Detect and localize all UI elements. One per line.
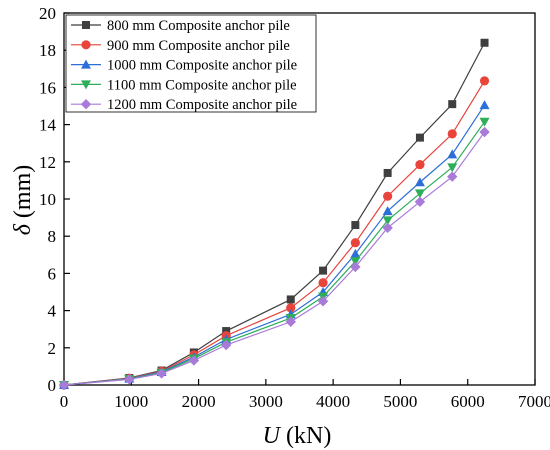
data-point-circle bbox=[479, 76, 490, 86]
y-tick-label: 14 bbox=[39, 116, 57, 135]
data-point-triangle-up bbox=[479, 100, 490, 110]
legend-item-1: 800 mm Composite anchor pile bbox=[71, 18, 290, 34]
series-layer bbox=[58, 38, 490, 391]
data-point-diamond bbox=[124, 374, 135, 385]
legend-label: 1100 mm Composite anchor pile bbox=[107, 77, 297, 93]
y-axis-label: δ (mm) bbox=[10, 165, 36, 235]
data-point-triangle-down bbox=[447, 163, 458, 173]
data-point-circle bbox=[383, 191, 393, 201]
data-point-diamond bbox=[479, 126, 490, 138]
legend-label: 800 mm Composite anchor pile bbox=[107, 18, 290, 34]
data-point-triangle-down bbox=[81, 80, 91, 90]
legend: 800 mm Composite anchor pile 900 mm Compo… bbox=[65, 14, 317, 113]
legend-label: 900 mm Composite anchor pile bbox=[107, 38, 290, 54]
data-point-square bbox=[448, 100, 457, 109]
data-point-square bbox=[319, 266, 328, 275]
y-axis-unit: (mm) bbox=[10, 165, 36, 224]
data-point-diamond bbox=[285, 316, 296, 327]
data-point-square bbox=[480, 38, 489, 47]
data-point-diamond bbox=[382, 222, 393, 234]
y-tick-label: 12 bbox=[39, 153, 56, 172]
legend-label: 1200 mm Composite anchor pile bbox=[107, 97, 297, 113]
data-point-triangle-down bbox=[479, 117, 490, 127]
y-tick-label: 20 bbox=[39, 4, 56, 23]
data-point-diamond bbox=[317, 296, 329, 307]
y-axis-var: δ bbox=[10, 223, 36, 235]
data-point-diamond bbox=[350, 261, 361, 273]
y-tick-label: 10 bbox=[39, 190, 56, 209]
data-point-square bbox=[383, 168, 392, 177]
data-point-circle bbox=[318, 278, 328, 288]
x-axis-label: U (kN) bbox=[263, 423, 332, 449]
series-4 bbox=[59, 117, 490, 390]
data-point-diamond bbox=[58, 379, 70, 391]
data-point-circle bbox=[447, 129, 457, 139]
data-point-diamond bbox=[447, 171, 458, 182]
data-point-circle bbox=[81, 40, 91, 50]
y-tick-label: 0 bbox=[48, 376, 57, 395]
x-tick-label: 6000 bbox=[451, 392, 485, 411]
data-point-triangle-up bbox=[81, 59, 91, 69]
x-tick-label: 4000 bbox=[316, 392, 350, 411]
series-line bbox=[63, 42, 486, 386]
data-point-circle bbox=[350, 238, 360, 248]
data-point-square bbox=[415, 133, 424, 142]
data-point-triangle-up bbox=[382, 206, 393, 216]
series-5 bbox=[58, 126, 490, 391]
x-tick-label: 3000 bbox=[249, 392, 283, 411]
data-point-diamond bbox=[188, 355, 200, 366]
y-tick-label: 4 bbox=[48, 302, 57, 321]
x-axis-unit: (kN) bbox=[280, 423, 331, 449]
data-point-square bbox=[351, 221, 360, 230]
y-tick-label: 16 bbox=[39, 78, 56, 97]
data-point-circle bbox=[286, 303, 296, 313]
series-3 bbox=[59, 100, 490, 389]
x-tick-label: 1000 bbox=[114, 392, 148, 411]
legend-item-2: 900 mm Composite anchor pile bbox=[71, 38, 290, 54]
x-axis-var: U bbox=[263, 423, 282, 449]
data-point-triangle-up bbox=[447, 149, 458, 159]
data-point-square bbox=[222, 327, 231, 336]
legend-item-5: 1200 mm Composite anchor pile bbox=[71, 97, 297, 113]
x-tick-label: 7000 bbox=[518, 392, 550, 411]
x-tick-label: 5000 bbox=[383, 392, 417, 411]
data-point-triangle-up bbox=[414, 177, 425, 187]
data-point-diamond bbox=[414, 196, 426, 207]
y-tick-label: 8 bbox=[48, 227, 57, 246]
y-tick-label: 2 bbox=[48, 339, 57, 358]
data-point-triangle-down bbox=[414, 189, 425, 199]
legend-item-3: 1000 mm Composite anchor pile bbox=[71, 58, 297, 74]
data-point-square bbox=[82, 21, 90, 29]
series-2 bbox=[59, 76, 490, 390]
data-point-diamond bbox=[80, 99, 92, 110]
data-point-circle bbox=[415, 159, 425, 170]
series-line bbox=[63, 80, 486, 386]
data-point-triangle-up bbox=[350, 248, 361, 258]
legend-box bbox=[65, 14, 317, 113]
x-tick-label: 2000 bbox=[182, 392, 216, 411]
series-line bbox=[63, 131, 486, 386]
data-point-diamond bbox=[156, 368, 167, 379]
series-line bbox=[63, 104, 486, 386]
data-point-triangle-down bbox=[382, 216, 393, 226]
data-point-square bbox=[286, 295, 295, 304]
y-tick-label: 18 bbox=[39, 41, 56, 60]
y-tick-label: 6 bbox=[48, 264, 57, 283]
x-tick-label: 0 bbox=[60, 392, 69, 411]
axis-ticks: 0 1000 2000 3000 4000 5000 6000 7000 0 2 4 6 8 10 12 14… bbox=[39, 4, 550, 411]
legend-label: 1000 mm Composite anchor pile bbox=[107, 58, 297, 74]
legend-item-4: 1100 mm Composite anchor pile bbox=[71, 77, 297, 93]
series-line bbox=[63, 121, 486, 386]
data-point-diamond bbox=[220, 339, 232, 351]
